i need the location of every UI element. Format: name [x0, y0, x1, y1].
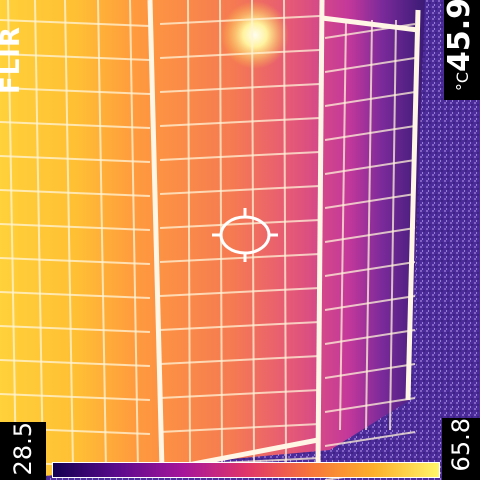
scale-max-box: 65.8 — [442, 418, 480, 480]
color-palette-bar — [52, 462, 440, 478]
scale-min-box: 28.5 — [0, 422, 46, 480]
temperature-unit: °C — [453, 72, 472, 92]
panel-frames — [147, 0, 421, 473]
scale-min-value: 28.5 — [9, 422, 37, 476]
hot-spot — [221, 1, 289, 69]
brand-logo: FLIR — [0, 26, 26, 95]
spot-temperature-value: 45.9 — [442, 0, 477, 73]
scale-max-value: 65.8 — [447, 418, 475, 472]
spot-temperature-readout: 45.9 °C — [442, 0, 480, 100]
spot-meter-crosshair-icon — [212, 208, 278, 262]
